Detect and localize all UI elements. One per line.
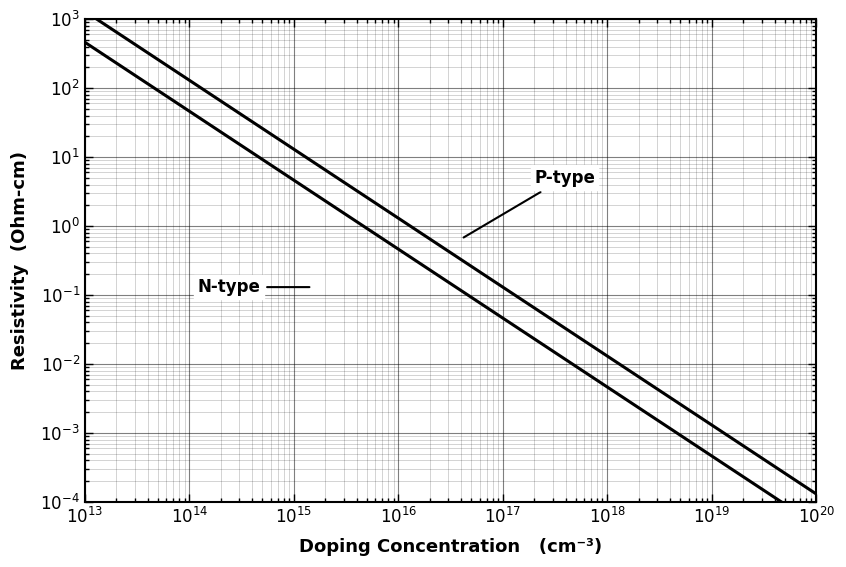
Text: P-type: P-type — [464, 169, 595, 238]
X-axis label: Doping Concentration   (cm⁻³): Doping Concentration (cm⁻³) — [299, 538, 602, 556]
Text: N-type: N-type — [198, 278, 310, 296]
Y-axis label: Resistivity  (Ohm-cm): Resistivity (Ohm-cm) — [11, 151, 29, 370]
